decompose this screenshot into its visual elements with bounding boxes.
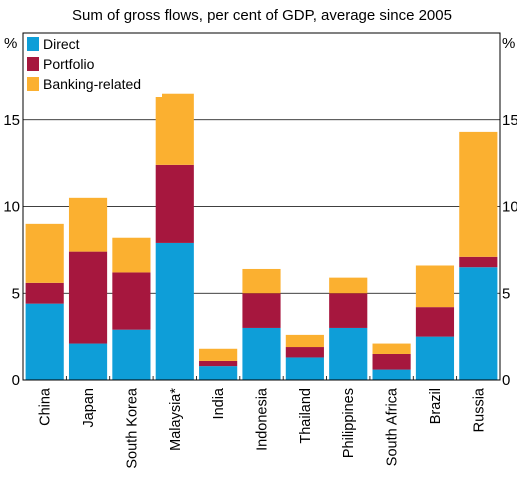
bar-segment-banking-related bbox=[25, 223, 64, 283]
y-tick-label-left: 15 bbox=[3, 112, 20, 129]
bar-segment-portfolio bbox=[242, 293, 281, 328]
bar-segment-direct bbox=[459, 267, 498, 380]
x-tick-label: Thailand bbox=[298, 388, 314, 444]
legend-swatch bbox=[27, 37, 39, 51]
bar-segment-direct bbox=[68, 343, 108, 380]
bars bbox=[25, 93, 498, 380]
bar-segment-direct bbox=[415, 336, 455, 380]
x-tick-label: South Korea bbox=[124, 387, 140, 469]
y-tick-label-right: 0 bbox=[502, 372, 510, 389]
bar-segment-portfolio bbox=[25, 282, 64, 304]
bar-segment-banking-related bbox=[285, 334, 324, 348]
x-tick-label: Malaysia* bbox=[168, 388, 184, 451]
chart-subtitle: Sum of gross flows, per cent of GDP, ave… bbox=[72, 7, 452, 24]
bar-segment-portfolio bbox=[459, 256, 498, 268]
x-tick-label: Philippines bbox=[341, 388, 357, 458]
y-axis-left: 0 5 10 15 bbox=[3, 112, 20, 389]
legend-swatch bbox=[27, 57, 39, 71]
bar-segment-banking-related bbox=[242, 268, 281, 294]
legend-swatch bbox=[27, 77, 39, 91]
bar-segment-portfolio bbox=[112, 272, 151, 330]
bar-segment-direct bbox=[155, 242, 194, 380]
bar-segment-portfolio bbox=[155, 164, 194, 243]
y-tick-label-left: 0 bbox=[12, 372, 20, 389]
plot-frame bbox=[22, 32, 501, 381]
x-axis-labels: China Japan South Korea Malaysia* India Indon… bbox=[38, 387, 488, 469]
x-tick-label: Indonesia bbox=[255, 387, 271, 451]
y-tick-label-right: 10 bbox=[502, 199, 517, 216]
y-axis-unit-left: % bbox=[4, 35, 17, 52]
bar-segment-portfolio bbox=[415, 307, 455, 337]
legend-background bbox=[26, 35, 162, 97]
x-tick-label: Japan bbox=[81, 388, 97, 428]
bar-segment-direct bbox=[372, 369, 411, 380]
bar-segment-portfolio bbox=[372, 353, 411, 370]
x-tick-label: India bbox=[211, 387, 227, 419]
bar-segment-portfolio bbox=[199, 360, 238, 367]
x-tick-label: South Africa bbox=[385, 387, 401, 466]
x-tick-label: Brazil bbox=[428, 388, 444, 424]
x-tick-label: China bbox=[38, 387, 54, 426]
y-tick-label-right: 5 bbox=[502, 285, 510, 302]
x-tick-label: Russia bbox=[471, 387, 487, 432]
bar-segment-banking-related bbox=[155, 93, 194, 165]
bar-segment-portfolio bbox=[329, 293, 368, 328]
bar-segment-portfolio bbox=[68, 251, 108, 344]
bar-segment-banking-related bbox=[68, 197, 108, 252]
bar-segment-banking-related bbox=[415, 265, 455, 308]
bar-segment-banking-related bbox=[112, 237, 151, 273]
bar-segment-banking-related bbox=[199, 348, 238, 361]
bar-segment-direct bbox=[242, 327, 281, 380]
y-tick-label-left: 5 bbox=[12, 285, 20, 302]
bar-segment-direct bbox=[285, 357, 324, 380]
bar-segment-direct bbox=[199, 366, 238, 380]
bar-segment-direct bbox=[329, 327, 368, 380]
bar-segment-direct bbox=[25, 303, 64, 380]
bar-segment-banking-related bbox=[329, 277, 368, 294]
y-axis-unit-right: % bbox=[502, 35, 515, 52]
legend: Direct Portfolio Banking-related bbox=[26, 35, 162, 97]
bar-segment-banking-related bbox=[459, 131, 498, 257]
y-tick-label-left: 10 bbox=[3, 199, 20, 216]
bar-segment-banking-related bbox=[372, 343, 411, 354]
bar-segment-portfolio bbox=[285, 347, 324, 358]
bar-segment-direct bbox=[112, 329, 151, 380]
y-axis-right: 0 5 10 15 bbox=[502, 112, 517, 389]
legend-label: Portfolio bbox=[43, 56, 95, 72]
legend-label: Banking-related bbox=[43, 76, 141, 92]
y-tick-label-right: 15 bbox=[502, 112, 517, 129]
legend-label: Direct bbox=[43, 36, 80, 52]
